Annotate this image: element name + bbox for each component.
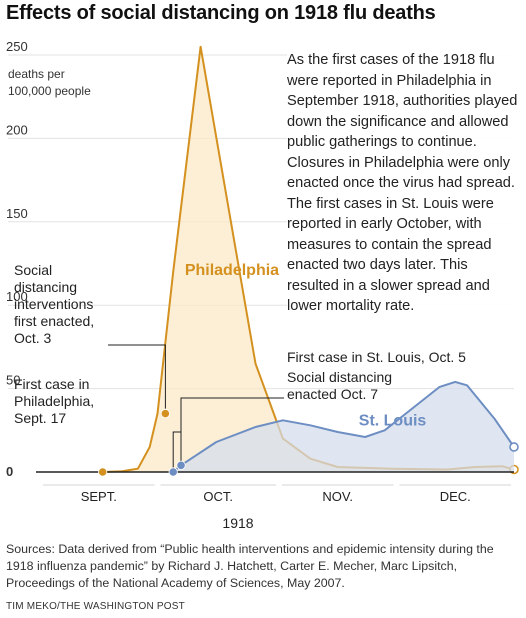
stl-first-case-leader [172, 431, 182, 468]
y-axis-unit-line: deaths per [8, 67, 65, 81]
st-louis-end-marker [509, 442, 519, 452]
x-axis-year-label: 1918 [222, 515, 253, 531]
month-label: DEC. [440, 489, 471, 504]
stl-distancing-marker [176, 460, 186, 470]
phl-interventions-marker [160, 409, 170, 419]
y-axis-unit-label: deaths per 100,000 people [8, 67, 91, 98]
y-tick-label: 150 [6, 206, 28, 221]
phl-first-case-marker [98, 467, 108, 477]
annotation-line: enacted Oct. 7 [287, 386, 378, 402]
month-label: NOV. [322, 489, 353, 504]
philadelphia-area [102, 46, 514, 472]
st-louis-area [173, 381, 514, 472]
st-louis-line [172, 380, 515, 473]
st-louis-label: St. Louis [359, 412, 427, 429]
annotation-line: distancing [14, 279, 77, 295]
phl-interventions-annotation: Social distancing interventions first enact… [14, 262, 94, 346]
phl-first-case-annotation: First case in Philadelphia, Sept. 17 [14, 376, 94, 426]
stl-first-case-marker [168, 467, 178, 477]
y-axis-ticks: 0 50 100 150 200 250 [6, 39, 28, 479]
y-tick-label: 200 [6, 122, 28, 137]
annotation-markers [98, 409, 186, 477]
y-tick-label: 250 [6, 39, 28, 54]
y-tick-label: 100 [6, 289, 28, 304]
phl-interventions-leader [108, 344, 166, 409]
month-label: SEPT. [81, 489, 117, 504]
series-labels: Philadelphia St. Louis [185, 262, 427, 429]
y-axis-unit-line: 100,000 people [8, 84, 91, 98]
annotation-line: Oct. 3 [14, 330, 52, 346]
annotation-texts: First case in Philadelphia, Sept. 17 Social… [14, 262, 466, 426]
flu-deaths-chart: 0 50 100 150 200 250 deaths per 100,000 people… [6, 39, 519, 531]
y-tick-label: 0 [6, 464, 13, 479]
series-areas [102, 45, 519, 475]
annotation-line: Sept. 17 [14, 410, 66, 426]
sources-text: Sources: Data derived from “Public healt… [6, 542, 494, 590]
stl-distancing-annotation: Social distancing enacted Oct. 7 [287, 369, 392, 402]
chart-title: Effects of social distancing on 1918 flu… [6, 2, 436, 24]
annotation-line: interventions [14, 296, 93, 312]
credit-text: TIM MEKO/THE WASHINGTON POST [6, 601, 185, 612]
annotation-leaders [108, 344, 284, 468]
annotation-line: First case in St. Louis, Oct. 5 [287, 349, 466, 365]
stl-first-case-annotation: First case in St. Louis, Oct. 5 [287, 349, 466, 365]
x-axis-months: SEPT. OCT. NOV. DEC. [43, 484, 511, 504]
annotation-line: Social [14, 262, 52, 278]
annotation-line: Philadelphia, [14, 393, 94, 409]
annotation-line: First case in [14, 376, 89, 392]
stl-distancing-leader [180, 397, 284, 432]
y-tick-label: 50 [6, 373, 20, 388]
month-label: OCT. [203, 489, 233, 504]
explanatory-note: As the first cases of the 1918 flu were … [287, 50, 523, 317]
annotation-line: first enacted, [14, 313, 94, 329]
philadelphia-label: Philadelphia [185, 262, 279, 279]
annotation-line: Social distancing [287, 369, 392, 385]
